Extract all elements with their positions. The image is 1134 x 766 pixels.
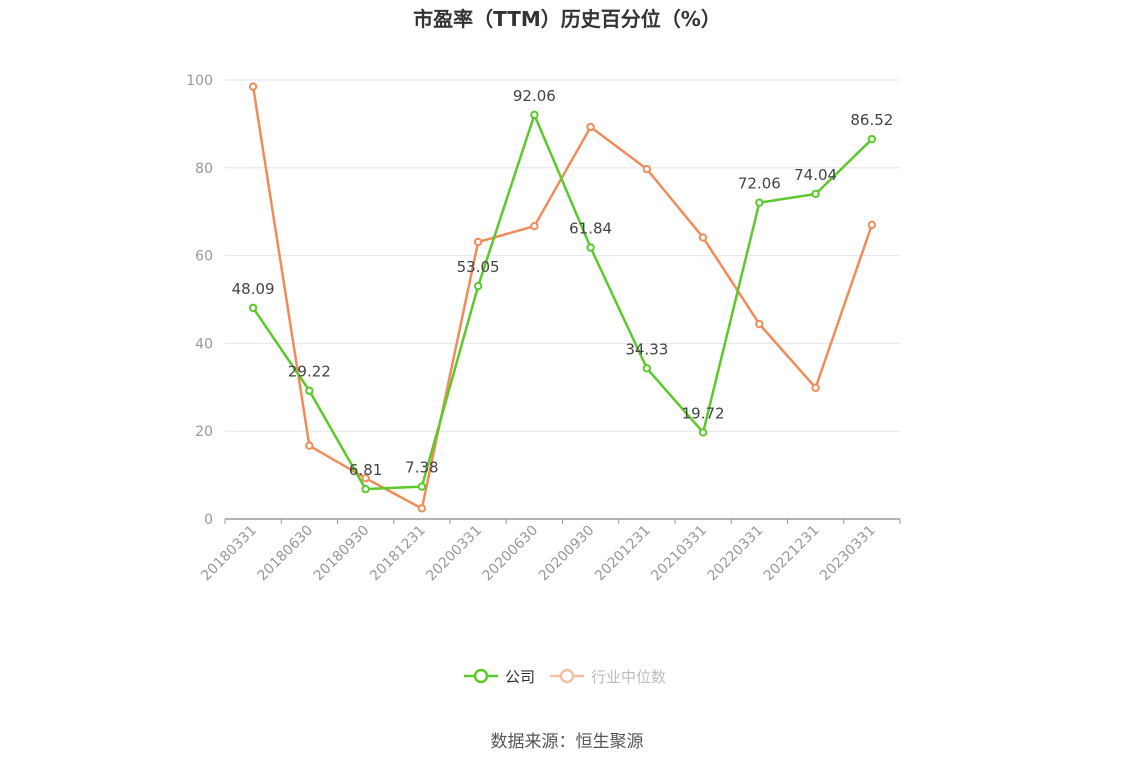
data-point[interactable] (586, 122, 595, 132)
data-point[interactable] (248, 303, 258, 313)
data-label: 48.09 (232, 280, 275, 298)
data-point[interactable] (642, 164, 652, 174)
data-point[interactable] (642, 364, 652, 373)
data-label: 53.05 (457, 258, 500, 276)
data-point[interactable] (473, 237, 483, 247)
data-label: 34.33 (625, 340, 668, 358)
x-tick-label: 20221231 (761, 523, 823, 585)
y-axis: 0 20 40 60 80 100 (186, 73, 213, 528)
x-tick-label: 20181231 (367, 523, 429, 585)
data-point[interactable] (586, 243, 595, 252)
data-point[interactable] (305, 386, 314, 395)
grid-lines (225, 79, 900, 432)
x-tick-label: 20200630 (479, 523, 541, 585)
legend-label: 公司 (505, 668, 535, 686)
data-point[interactable] (361, 473, 370, 483)
chart-title: 市盈率（TTM）历史百分位（%） (413, 7, 721, 31)
legend: 公司 行业中位数 (464, 668, 666, 686)
y-tick-label: 60 (195, 249, 213, 265)
data-label: 74.04 (794, 166, 837, 184)
x-tick-label: 20180930 (311, 523, 373, 585)
series-1 (248, 82, 877, 513)
data-point[interactable] (811, 189, 820, 199)
data-label: 7.38 (405, 459, 438, 477)
data-point[interactable] (530, 110, 539, 120)
series-layer (248, 82, 877, 513)
data-point[interactable] (755, 319, 764, 329)
data-point[interactable] (473, 281, 483, 291)
y-tick-label: 0 (204, 512, 213, 528)
data-label: 19.72 (682, 404, 725, 422)
x-tick-label: 20180331 (198, 523, 260, 585)
data-labels: 48.09 29.22 6.81 7.38 53.05 92.06 61.84 34.33 19… (232, 87, 894, 479)
data-point[interactable] (867, 134, 877, 144)
data-label: 92.06 (513, 87, 556, 105)
x-axis: 2018033120180630201809302018123120200331… (198, 518, 901, 585)
y-tick-label: 80 (195, 161, 213, 177)
x-tick-label: 20210331 (648, 523, 710, 585)
x-tick-label: 20230331 (817, 523, 879, 585)
data-point[interactable] (698, 428, 708, 437)
data-label: 6.81 (349, 461, 382, 479)
data-point[interactable] (698, 233, 708, 242)
data-point[interactable] (417, 482, 427, 491)
y-tick-label: 20 (195, 424, 213, 440)
data-point[interactable] (361, 484, 370, 494)
data-label: 72.06 (738, 175, 781, 193)
x-tick-label: 20220331 (704, 523, 766, 585)
data-point[interactable] (248, 82, 258, 91)
series-line (252, 113, 873, 491)
x-tick-label: 20201231 (592, 523, 654, 585)
data-point[interactable] (811, 383, 820, 392)
series-0 (248, 110, 877, 494)
data-point[interactable] (417, 504, 427, 513)
data-point[interactable] (755, 198, 764, 207)
legend-label: 行业中位数 (591, 668, 666, 686)
x-tick-label: 20200331 (423, 523, 485, 585)
data-label: 61.84 (569, 220, 612, 238)
y-tick-label: 100 (186, 73, 213, 89)
legend-item-1[interactable]: 行业中位数 (550, 668, 666, 686)
data-point[interactable] (305, 441, 314, 450)
data-label: 86.52 (850, 111, 893, 129)
series-line (251, 86, 874, 510)
x-tick-label: 20200930 (536, 523, 598, 585)
legend-marker (473, 668, 489, 684)
data-point[interactable] (867, 220, 877, 230)
data-label: 29.22 (288, 363, 331, 381)
x-tick-label: 20180630 (254, 523, 316, 585)
data-point[interactable] (530, 221, 539, 231)
data-source: 数据来源：恒生聚源 (491, 732, 644, 752)
legend-marker (559, 668, 575, 684)
legend-item-0[interactable]: 公司 (464, 668, 535, 686)
y-tick-label: 40 (195, 336, 213, 352)
